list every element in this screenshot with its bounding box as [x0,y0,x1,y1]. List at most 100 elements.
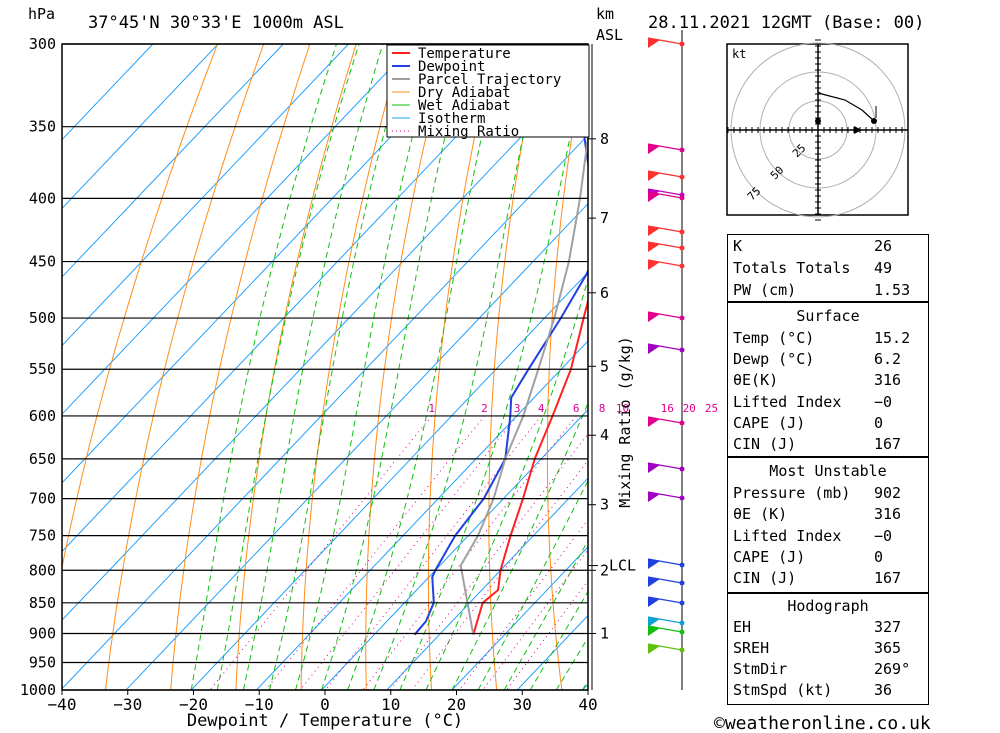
wind-barb-flag [648,463,660,473]
hodo-row: StmSpd (kt) 36 [733,681,893,699]
hodo-row: SREH 365 [733,639,902,657]
mu-row: θE (K) 316 [733,505,902,523]
pressure-tick-label: 950 [29,653,56,671]
isotherm-line [386,477,588,690]
wind-barb-dot [679,647,685,653]
wind-barb-dot [679,315,685,321]
wet-adiabat-line [477,479,588,690]
wind-barb-dot [679,245,685,251]
wet-adiabat-line [295,44,437,690]
wind-barb-flag [648,171,660,181]
wind-barb-flag [648,38,660,48]
wet-adiabat-line [451,401,588,690]
wind-barb-flag [648,312,660,322]
mixing-ratio-value-label: 4 [538,402,545,415]
indices-panel-general: K 26 Totals Totals 49 PW (cm) 1.53 [727,234,929,302]
indices-panel-most-unstable: Most Unstable Pressure (mb) 902 θE (K) 316… [727,457,929,593]
wind-barb-flag [648,226,660,236]
dry-adiabat-line [546,44,588,690]
wind-barb-flag [648,626,660,636]
isotherm-line [62,44,349,347]
storm-motion-marker [854,126,862,134]
pressure-tick-label: 550 [29,360,56,378]
wind-barb-flag [648,260,660,270]
temperature-line [472,297,588,635]
asl-label: ASL [596,26,623,44]
surface-row: CIN (J) 167 [733,435,902,453]
mixing-ratio-line [299,415,518,690]
wind-barb-dot [679,629,685,635]
km-tick-label: 5 [600,357,609,375]
mu-row: Pressure (mb) 902 [733,484,902,502]
km-tick-label: 7 [600,209,609,227]
wind-barb-dot [679,41,685,47]
legend-label-mixing-ratio: Mixing Ratio [418,124,519,140]
mixing-ratio-value-label: 6 [573,402,580,415]
surface-row: Temp (°C) 15.2 [733,329,911,347]
hpa-label: hPa [28,5,55,23]
mixing-ratio-value-label: 2 [481,402,488,415]
lcl-label: LCL [609,557,636,575]
wet-adiabat-line [216,44,360,690]
wind-barb-dot [679,620,685,626]
hodograph-unit: kt [732,47,746,61]
legend-label-dewpoint: Dewpoint [418,59,485,75]
pressure-tick-label: 800 [29,561,56,579]
pressure-tick-label: 650 [29,450,56,468]
mixing-ratio-value-label: 10 [616,402,629,415]
hodograph-trace [817,91,875,122]
legend-label-dry-adiabat: Dry Adiabat [418,85,511,101]
km-tick-label: 3 [600,496,609,514]
x-tick-label: −20 [179,695,208,714]
wind-barb-flag [648,577,660,587]
legend-label-isotherm: Isotherm [418,111,485,127]
km-tick-label: 8 [600,130,609,148]
wind-barb-dot [679,495,685,501]
mixing-ratio-line [362,415,577,690]
wind-barb-dot [679,229,685,235]
parcel-trajectory-line [459,129,588,635]
dry-adiabat-line [427,44,496,690]
hodograph-section-title: Hodograph [787,597,869,615]
surface-row: CAPE (J) 0 [733,414,884,432]
wind-barb-dot [679,174,685,180]
wind-barb-dot [679,420,685,426]
mixing-ratio-line [209,415,433,690]
pressure-tick-label: 900 [29,624,56,642]
pressure-tick-label: 600 [29,407,56,425]
index-row-totals: Totals Totals 49 [733,259,893,277]
credit-text: ©weatheronline.co.uk [714,713,931,733]
isotherm-line [62,134,588,690]
surface-row: θE(K) 316 [733,371,902,389]
km-tick-label: 1 [600,624,609,642]
wind-barb-flag [648,597,660,607]
x-tick-label: −10 [245,695,274,714]
wind-barb-flag [648,644,660,654]
isotherm-line [62,44,219,210]
isotherm-line [62,65,588,621]
pressure-tick-label: 500 [29,309,56,327]
mixing-ratio-line [482,548,588,690]
wind-barb-dot [679,562,685,568]
mixing-ratio-value-label: 16 [661,402,674,415]
pressure-tick-label: 1000 [20,681,56,699]
mixing-ratio-axis-title: Mixing Ratio (g/kg) [616,336,634,508]
km-tick-label: 4 [600,426,609,444]
km-tick-label: 6 [600,284,609,302]
wind-barb-flag [648,144,660,154]
isotherm-line [62,44,415,415]
isotherm-line [62,44,480,484]
x-axis-title: Dewpoint / Temperature (°C) [187,711,463,731]
x-tick-label: 40 [578,695,597,714]
wet-adiabat-line [268,44,409,690]
hodograph-end-point [871,118,877,124]
x-tick-label: −30 [113,695,142,714]
wind-barb-dot [679,580,685,586]
wind-barb-dot [679,347,685,353]
pressure-tick-label: 350 [29,118,56,136]
location-title: 37°45'N 30°33'E 1000m ASL [88,13,344,33]
mixing-ratio-line [325,415,542,690]
isotherm-line [256,340,588,690]
wind-barb-dot [679,147,685,153]
